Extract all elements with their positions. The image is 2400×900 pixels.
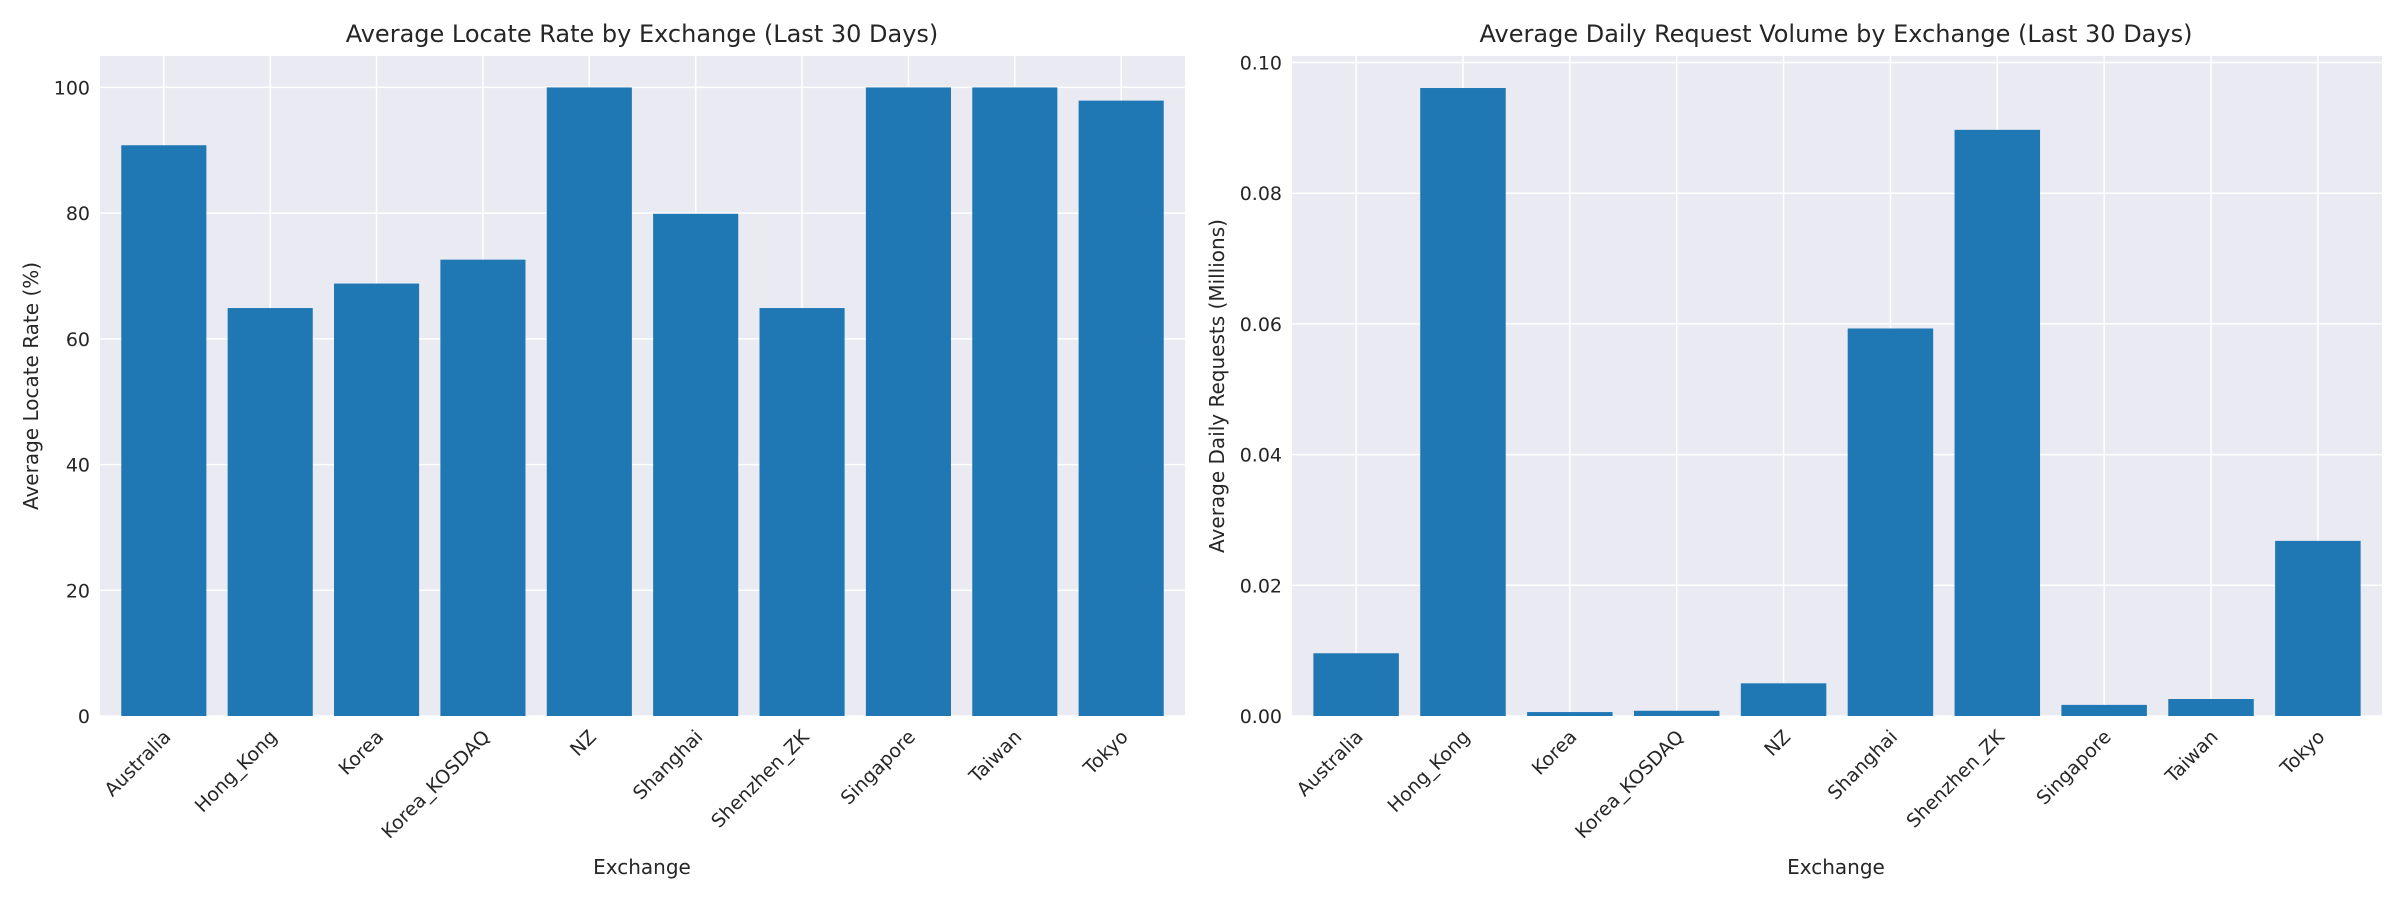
y-tick-label: 20 — [66, 580, 90, 602]
x-tick-label: Hong_Kong — [191, 726, 282, 817]
x-axis-label: Exchange — [593, 855, 691, 879]
x-tick-label: Taiwan — [2161, 726, 2223, 788]
bar-shenzhen-zk — [1954, 129, 2041, 717]
y-tick-label: 0.00 — [1240, 706, 1282, 728]
bar-singapore — [865, 87, 951, 716]
x-tick-label: Tokyo — [2276, 726, 2330, 780]
y-tick-label: 100 — [54, 77, 90, 99]
x-axis-label: Exchange — [1787, 855, 1885, 879]
bars — [121, 87, 1164, 717]
x-tick-label: Shanghai — [1824, 726, 1902, 804]
bars — [1313, 88, 2361, 717]
bar-australia — [1313, 653, 1399, 716]
x-tick-label: Taiwan — [964, 726, 1026, 788]
bar-hong-kong — [1420, 88, 1506, 717]
y-tick-label: 60 — [66, 329, 90, 351]
bar-nz — [546, 87, 632, 716]
x-tick-label: Korea — [334, 726, 388, 780]
x-tick-label: Korea_KOSDAQ — [377, 726, 494, 843]
bar-korea-kosdaq — [1633, 710, 1720, 716]
bar-tokyo — [2275, 540, 2361, 716]
bar-taiwan — [972, 87, 1058, 716]
bar-nz — [1740, 683, 1827, 716]
x-tick-label: Korea — [1528, 726, 1582, 780]
y-tick-label: 0.08 — [1240, 183, 1282, 205]
y-tick-label: 80 — [66, 203, 90, 225]
x-tick-label: NZ — [566, 726, 601, 761]
x-tick-label: Singapore — [2032, 726, 2115, 809]
chart-title: Average Locate Rate by Exchange (Last 30… — [346, 20, 939, 48]
x-tick-label: Shanghai — [629, 726, 707, 804]
y-tick-label: 40 — [66, 455, 90, 477]
bar-singapore — [2061, 704, 2147, 716]
bar-shanghai — [653, 213, 739, 716]
bar-shanghai — [1847, 328, 1934, 716]
bar-shenzhen-zk — [759, 308, 845, 716]
y-tick-label: 0.06 — [1240, 314, 1282, 336]
bar-taiwan — [2168, 699, 2254, 716]
bar-tokyo — [1078, 100, 1164, 717]
x-tick-label: Singapore — [837, 726, 920, 809]
x-tick-label: Shenzhen_ZK — [707, 726, 814, 833]
x-tick-label: Australia — [100, 726, 175, 801]
x-tick-label: Korea_KOSDAQ — [1571, 726, 1688, 843]
y-tick-label: 0.10 — [1240, 53, 1282, 75]
bar-korea-kosdaq — [440, 259, 526, 716]
y-axis-label: Average Daily Requests (Millions) — [1205, 219, 1229, 553]
y-ticks: 0.00 0.02 0.04 0.06 0.08 0.10 — [1240, 53, 1282, 728]
y-tick-label: 0.02 — [1240, 575, 1282, 597]
y-ticks: 0 20 40 60 80 100 — [54, 77, 90, 728]
x-tick-label: Australia — [1293, 726, 1368, 801]
chart-title: Average Daily Request Volume by Exchange… — [1480, 20, 2193, 48]
x-tick-label: NZ — [1760, 726, 1795, 761]
bar-korea — [1527, 712, 1613, 716]
x-tick-label: Shenzhen_ZK — [1902, 726, 2009, 833]
bar-korea — [334, 283, 420, 716]
chart-request-volume: 0.00 0.02 0.04 0.06 0.08 0.10 Australia Hong_K… — [1205, 20, 2382, 879]
chart-locate-rate: 0 20 40 60 80 100 Australia Hong_Kong KoreaKore… — [19, 20, 1185, 879]
y-tick-label: 0 — [78, 706, 90, 728]
x-tick-label: Tokyo — [1079, 726, 1133, 780]
bar-hong-kong — [227, 308, 313, 716]
x-tick-label: Hong_Kong — [1383, 726, 1474, 817]
y-tick-label: 0.04 — [1240, 445, 1282, 467]
bar-australia — [121, 145, 207, 716]
y-axis-label: Average Locate Rate (%) — [19, 262, 43, 510]
